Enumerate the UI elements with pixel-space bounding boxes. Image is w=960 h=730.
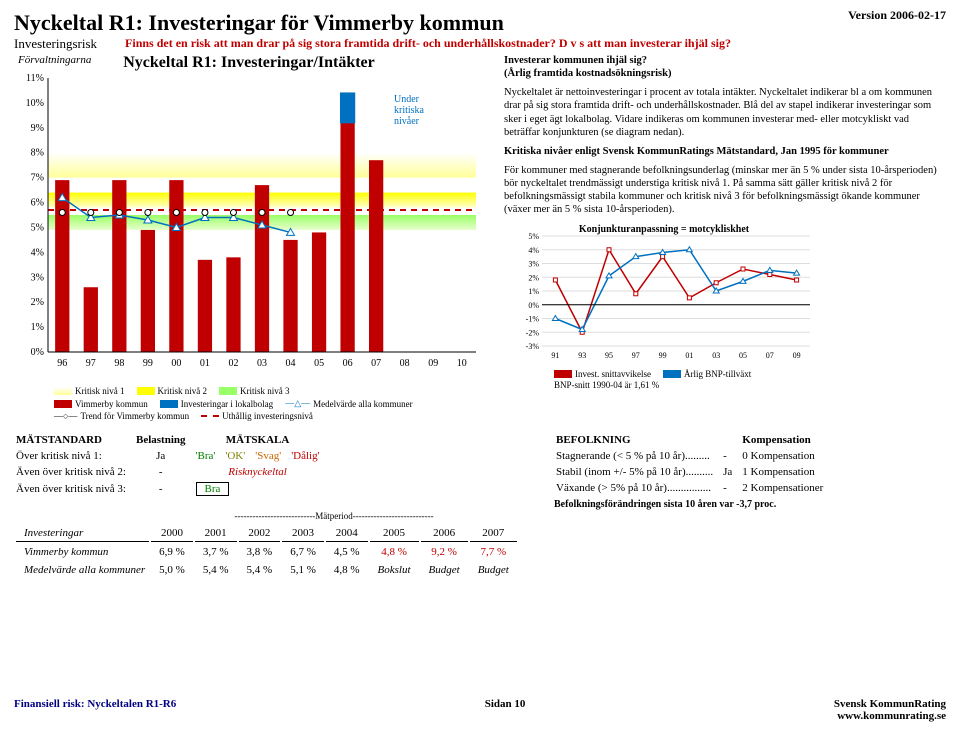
version-label: Version 2006-02-17 bbox=[848, 8, 946, 23]
svg-text:05: 05 bbox=[739, 351, 747, 360]
svg-text:10%: 10% bbox=[26, 98, 44, 109]
befolkning-table: BEFOLKNINGKompensation Stagnerande (< 5 … bbox=[554, 431, 833, 497]
konjunktur-chart: Konjunkturanpassning = motcykliskhet -3% -… bbox=[514, 222, 814, 362]
svg-text:3%: 3% bbox=[528, 260, 539, 269]
svg-text:Konjunkturanpassning = motcykl: Konjunkturanpassning = motcykliskhet bbox=[579, 224, 750, 235]
svg-text:09: 09 bbox=[428, 358, 438, 369]
svg-text:8%: 8% bbox=[31, 148, 44, 159]
svg-text:93: 93 bbox=[578, 351, 586, 360]
svg-text:5%: 5% bbox=[528, 232, 539, 241]
svg-text:01: 01 bbox=[200, 358, 210, 369]
small-chart-area: Konjunkturanpassning = motcykliskhet -3% -… bbox=[514, 222, 814, 382]
svg-text:11%: 11% bbox=[26, 73, 44, 84]
befolkning-foot: Befolkningsförändringen sista 10 åren va… bbox=[554, 499, 944, 510]
svg-text:0%: 0% bbox=[31, 347, 44, 358]
subtitle-left: Investeringsrisk bbox=[14, 36, 97, 52]
leg-medel: —△—Medelvärde alla kommuner bbox=[285, 398, 412, 409]
svg-text:0%: 0% bbox=[528, 301, 539, 310]
svg-text:1%: 1% bbox=[528, 287, 539, 296]
svg-text:09: 09 bbox=[793, 351, 801, 360]
svg-text:99: 99 bbox=[659, 351, 667, 360]
matstandard-table: MÄTSTANDARDBelastningMÄTSKALA Över kriti… bbox=[14, 431, 330, 499]
forvaltningarna-label: Förvaltningarna bbox=[18, 54, 91, 66]
svg-text:97: 97 bbox=[632, 351, 640, 360]
svg-text:5%: 5% bbox=[31, 222, 44, 233]
svg-text:7%: 7% bbox=[31, 173, 44, 184]
explanation-p2: För kommuner med stagnerande befolknings… bbox=[504, 164, 946, 217]
svg-text:97: 97 bbox=[86, 358, 96, 369]
svg-text:98: 98 bbox=[114, 358, 124, 369]
explanation-text: Investerar kommunen ihjäl sig? (Årlig fra… bbox=[504, 54, 946, 384]
svg-text:2%: 2% bbox=[31, 297, 44, 308]
subtitle-question: Finns det en risk att man drar på sig st… bbox=[125, 36, 731, 51]
svg-text:91: 91 bbox=[551, 351, 559, 360]
investeringar-table: ---------------------------Mätperiod----… bbox=[14, 507, 519, 580]
svg-text:3%: 3% bbox=[31, 272, 44, 283]
q-sub: (Årlig framtida kostnadsökningsrisk) bbox=[504, 68, 671, 79]
svg-text:-2%: -2% bbox=[526, 329, 540, 338]
svg-text:00: 00 bbox=[171, 358, 181, 369]
svg-text:03: 03 bbox=[712, 351, 720, 360]
bnp-foot: BNP-snitt 1990-04 är 1,61 % bbox=[554, 380, 814, 391]
leg-lokal: Investeringar i lokalbolag bbox=[160, 398, 273, 409]
svg-text:-3%: -3% bbox=[526, 342, 540, 351]
svg-text:05: 05 bbox=[314, 358, 324, 369]
leg-vimmerby: Vimmerby kommun bbox=[54, 398, 148, 409]
svg-text:07: 07 bbox=[371, 358, 381, 369]
under-kritiska-label: Underkritiskanivåer bbox=[394, 94, 424, 127]
svg-text:1%: 1% bbox=[31, 322, 44, 333]
svg-text:4%: 4% bbox=[528, 246, 539, 255]
svg-text:04: 04 bbox=[286, 358, 296, 369]
svg-text:10: 10 bbox=[457, 358, 467, 369]
explanation-p1: Nyckeltalet är nettoinvesteringar i proc… bbox=[504, 86, 946, 139]
svg-text:9%: 9% bbox=[31, 123, 44, 134]
small-leg-2: Årlig BNP-tillväxt bbox=[663, 369, 751, 380]
leg-trend: —○—Trend för Vimmerby kommun bbox=[54, 411, 189, 421]
svg-text:96: 96 bbox=[57, 358, 67, 369]
leg-uthallig: Uthållig investeringsnivå bbox=[201, 411, 313, 421]
svg-text:02: 02 bbox=[228, 358, 238, 369]
svg-text:08: 08 bbox=[400, 358, 410, 369]
svg-text:6%: 6% bbox=[31, 198, 44, 209]
svg-text:95: 95 bbox=[605, 351, 613, 360]
q-heading: Investerar kommunen ihjäl sig? bbox=[504, 55, 647, 66]
main-chart-area: Förvaltningarna Nyckeltal R1: Investerin… bbox=[14, 54, 484, 384]
svg-text:06: 06 bbox=[343, 358, 353, 369]
svg-text:07: 07 bbox=[766, 351, 774, 360]
page-footer: Finansiell risk: Nyckeltalen R1-R6 Sidan… bbox=[14, 698, 946, 722]
small-leg-1: Invest. snittavvikelse bbox=[554, 369, 651, 380]
svg-text:99: 99 bbox=[143, 358, 153, 369]
svg-text:-1%: -1% bbox=[526, 315, 540, 324]
svg-text:4%: 4% bbox=[31, 247, 44, 258]
crit-heading: Kritiska nivåer enligt Svensk KommunRati… bbox=[504, 146, 889, 157]
svg-text:2%: 2% bbox=[528, 274, 539, 283]
page-title: Nyckeltal R1: Investeringar för Vimmerby… bbox=[14, 10, 946, 36]
svg-text:01: 01 bbox=[685, 351, 693, 360]
svg-text:03: 03 bbox=[257, 358, 267, 369]
